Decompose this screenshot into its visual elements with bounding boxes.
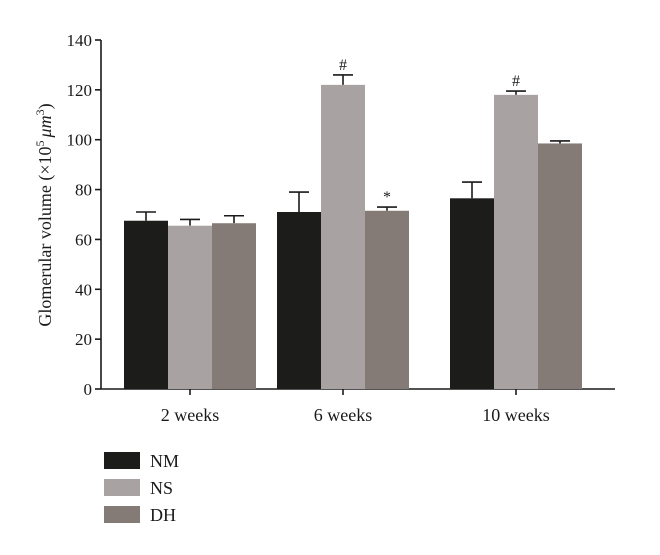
y-axis-title-unit: μm	[35, 115, 55, 138]
y-tick-label: 20	[75, 330, 92, 349]
y-axis-title-main: Glomerular volume (×10	[35, 146, 56, 326]
legend-swatch-dh	[104, 506, 140, 523]
y-tick-label: 80	[75, 181, 92, 200]
y-tick-label: 60	[75, 230, 92, 249]
bar-nm	[450, 198, 494, 389]
y-tick-label: 0	[84, 380, 93, 399]
bar-ns	[168, 225, 212, 389]
y-axis-title-exponent: 5	[33, 140, 47, 146]
bar-dh	[538, 143, 582, 389]
significance-marker: #	[339, 57, 347, 74]
legend-label-dh: DH	[150, 505, 176, 525]
legend-swatch-ns	[104, 479, 140, 496]
bar-nm	[124, 220, 168, 389]
legend-swatch-nm	[104, 452, 140, 469]
bar-ns	[321, 84, 365, 389]
significance-marker: *	[383, 189, 391, 206]
x-category-label: 10 weeks	[482, 405, 549, 425]
legend: NM NS DH	[104, 451, 179, 525]
y-tick-label: 140	[67, 31, 93, 50]
significance-marker: #	[512, 73, 520, 90]
y-axis-title-unit-exponent: 3	[33, 109, 47, 115]
y-tick-label: 120	[67, 81, 93, 100]
legend-label-ns: NS	[150, 478, 173, 498]
x-category-label: 6 weeks	[314, 405, 372, 425]
bar-dh	[365, 210, 409, 389]
y-tick-label: 100	[67, 131, 93, 150]
legend-label-nm: NM	[150, 451, 179, 471]
y-axis-title-close: )	[35, 103, 56, 109]
y-axis-title: Glomerular volume (×105 μm3)	[33, 103, 56, 326]
bar-ns	[494, 94, 538, 389]
x-category-label: 2 weeks	[161, 405, 219, 425]
y-tick-label: 40	[75, 280, 92, 299]
bar-nm	[277, 212, 321, 389]
bar-dh	[212, 223, 256, 389]
